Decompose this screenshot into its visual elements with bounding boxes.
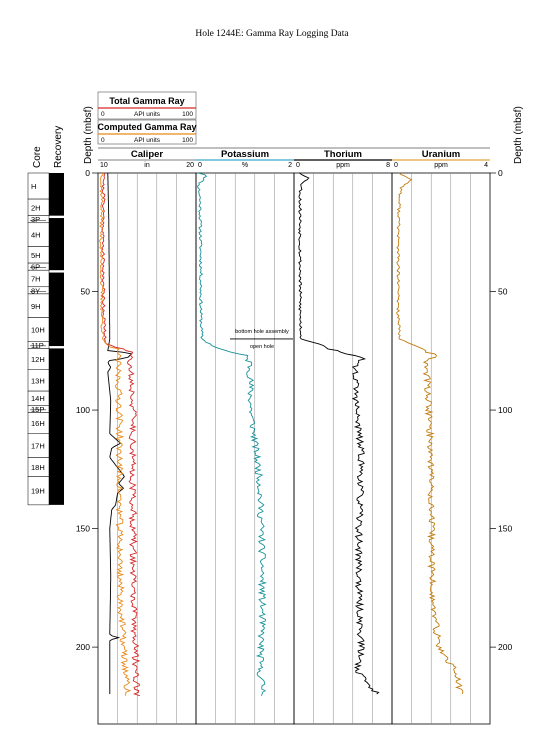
core-column-label: Core: [32, 146, 43, 168]
legend-total-gr-min: 0: [101, 111, 105, 118]
depth-axis-label-right: Depth (mbsf): [513, 106, 524, 164]
recovery-bar: [49, 218, 64, 271]
track-scale-min: 10: [100, 162, 108, 169]
core-label: 13H: [31, 376, 45, 385]
core-label: H: [31, 182, 36, 191]
depth-tick-label-right: 0: [498, 168, 503, 178]
core-label: 17H: [31, 442, 45, 451]
depth-tick-label-left: 200: [76, 642, 90, 652]
core-label: 10H: [31, 325, 45, 334]
legend-total-gr-box: [97, 91, 197, 120]
depth-axis-label-left: Depth (mbsf): [83, 106, 94, 164]
depth-tick-label-left: 50: [81, 287, 91, 297]
core-label: 6P: [31, 263, 40, 272]
track-scale-unit: in: [144, 162, 150, 169]
core-label: 18H: [31, 463, 45, 472]
curve-computed-gamma-ray: [98, 172, 132, 696]
depth-tick-label-right: 200: [498, 642, 512, 652]
legend-computed-gr-box: [97, 119, 197, 145]
track-potassium: Potassium 0% 2: [195, 147, 295, 725]
curve-uranium: [396, 172, 464, 695]
figure-title: Hole 1244E: Gamma Ray Logging Data: [195, 29, 349, 39]
recovery-column-label: Recovery: [53, 126, 64, 168]
recovery-bar: [49, 348, 64, 505]
core-label: 11P: [31, 341, 44, 350]
core-label: 2H: [31, 203, 41, 212]
curve-caliper: [107, 173, 133, 694]
core-column: H 2H 3P 4H 5H 6P 7H 8Y 9H 10H 11P 12H 13H 14H 15P 16H 17…: [27, 172, 50, 506]
track-scale-min: 0: [198, 162, 202, 169]
core-label: 15P: [31, 405, 44, 414]
curve-thorium: [298, 172, 380, 695]
recovery-bar: [49, 173, 64, 216]
legend-total-gr-title: Total Gamma Ray: [109, 96, 184, 106]
depth-tick-label-left: 0: [85, 168, 90, 178]
core-label: 9H: [31, 302, 41, 311]
legend-total-gamma-ray: Total Gamma Ray 0 API units 100: [97, 91, 197, 120]
core-label: 8Y: [31, 286, 40, 295]
track-frame: [293, 172, 393, 725]
track-scale-max: 20: [186, 162, 194, 169]
track-frame: [391, 172, 491, 725]
core-label: 7H: [31, 274, 41, 283]
track-scale-unit: ppm: [336, 162, 350, 169]
track-scale-unit: %: [242, 162, 248, 169]
core-label: 4H: [31, 231, 41, 240]
depth-axes: 0 0 50 50 100 100 150 150 200 200: [76, 168, 513, 652]
depth-tick-label-right: 100: [498, 405, 512, 415]
core-label: 3P: [31, 215, 40, 224]
curve-potassium: [196, 172, 268, 696]
core-label: 12H: [31, 355, 45, 364]
recovery-column: [49, 173, 64, 505]
track-scale-min: 0: [394, 162, 398, 169]
legend-computed-gr-title: Computed Gamma Ray: [97, 122, 196, 132]
track-scale-max: 2: [288, 162, 292, 169]
track-thorium: Thorium 0 ppm 8: [293, 147, 393, 725]
depth-tick-label-left: 150: [76, 524, 90, 534]
track-scale-min: 0: [296, 162, 300, 169]
depth-tick-label-right: 50: [498, 287, 508, 297]
legend-computed-gamma-ray: Computed Gamma Ray 0 API units 100: [97, 119, 197, 145]
core-label: 14H: [31, 394, 45, 403]
legend-computed-gr-max: 100: [182, 137, 193, 144]
bha-label: bottom hole assembly: [235, 329, 289, 335]
core-label: 19H: [31, 487, 45, 496]
depth-tick-label-left: 100: [76, 405, 90, 415]
core-label: 5H: [31, 251, 41, 260]
recovery-bar: [49, 272, 64, 347]
track-title: Potassium: [221, 149, 269, 160]
legend-total-gr-max: 100: [182, 111, 193, 118]
track-frame: [195, 172, 295, 725]
track-uranium: Uranium 0 ppm 4: [391, 147, 491, 725]
track-scale-max: 4: [484, 162, 488, 169]
bha-annotation: bottom hole assembly open hole: [230, 329, 293, 350]
legend-computed-gr-min: 0: [101, 137, 105, 144]
track-caliper: Caliper 10 in 20: [97, 147, 197, 725]
depth-tick-label-right: 150: [498, 524, 512, 534]
track-scale-max: 8: [386, 162, 390, 169]
legend-total-gr-unit: API units: [134, 111, 161, 118]
track-title: Thorium: [324, 149, 362, 160]
curve-total-gamma-ray: [101, 172, 141, 697]
track-frame: [97, 172, 197, 725]
track-title: Uranium: [422, 149, 461, 160]
open-hole-label: open hole: [250, 344, 274, 350]
core-label: 16H: [31, 419, 45, 428]
track-scale-unit: ppm: [434, 162, 448, 169]
track-title: Caliper: [131, 149, 164, 160]
legend-computed-gr-unit: API units: [134, 137, 161, 144]
